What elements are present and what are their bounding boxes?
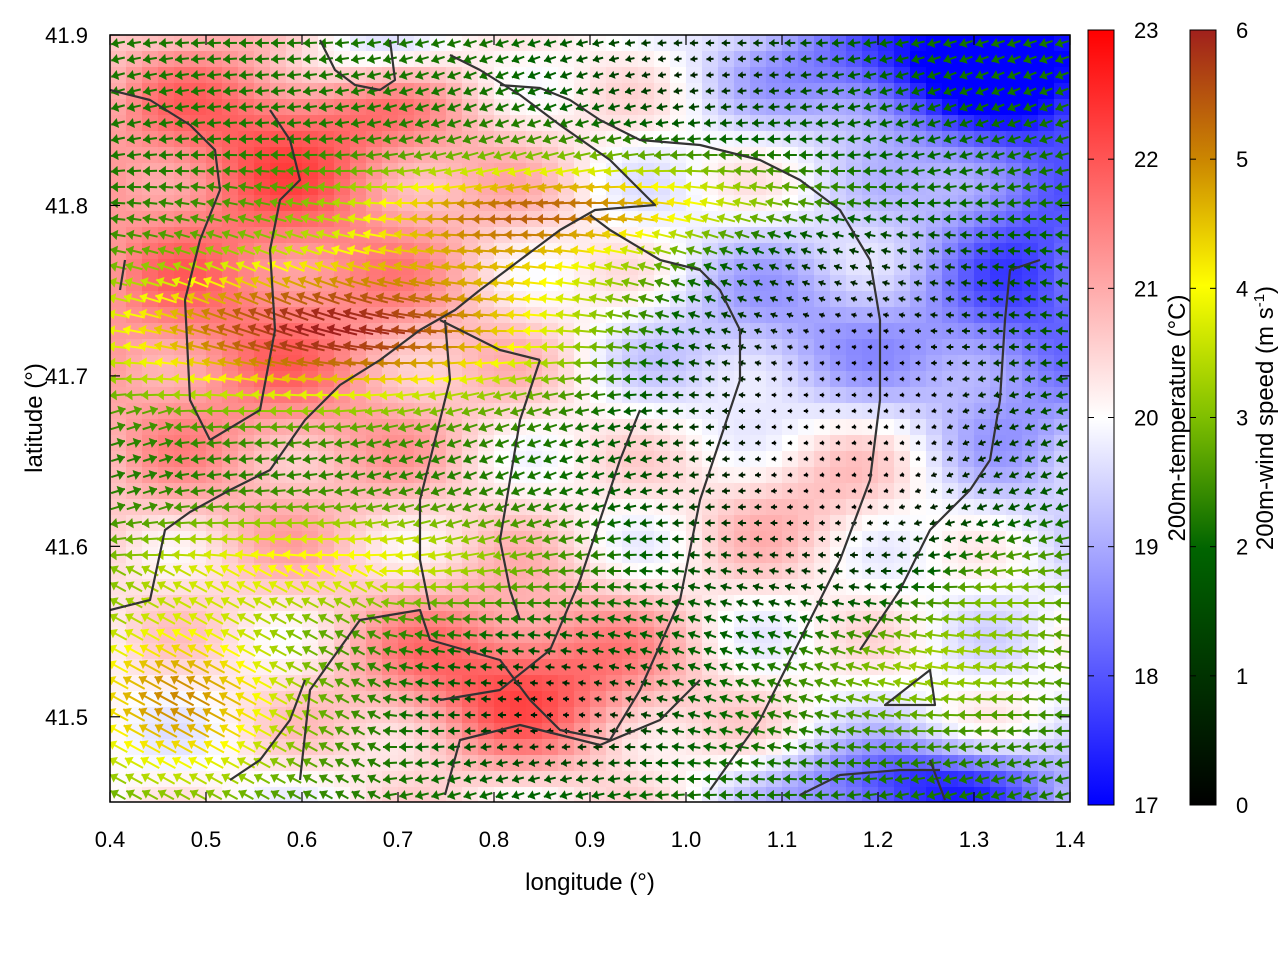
chart: 0.4 0.5 0.6 0.7 0.8 0.9 1.0 1.1 1.2 1.3 1.4 41.541… — [21, 18, 1279, 896]
